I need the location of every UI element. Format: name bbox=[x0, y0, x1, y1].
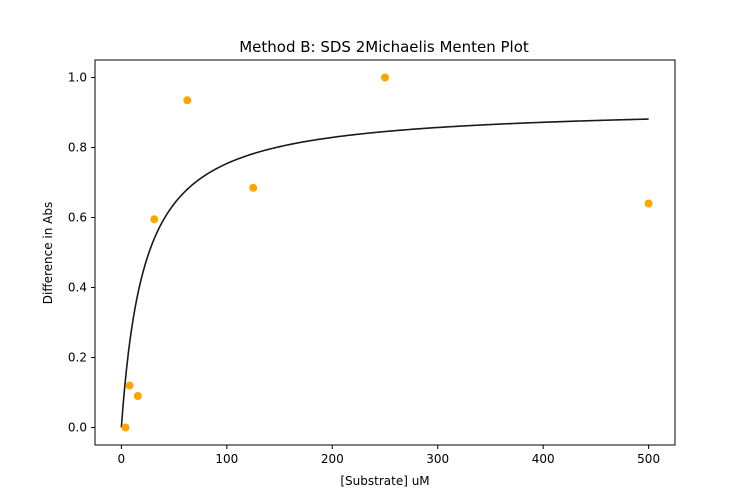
data-point bbox=[150, 215, 159, 224]
fit-curve-layer bbox=[120, 118, 649, 428]
data-points-layer bbox=[121, 73, 653, 432]
data-point bbox=[183, 96, 192, 105]
y-tick-label: 0.0 bbox=[68, 421, 87, 435]
x-tick-label: 300 bbox=[426, 452, 449, 466]
data-point bbox=[133, 392, 142, 400]
michaelis-menten-fit-curve bbox=[120, 118, 649, 428]
y-tick-label: 0.4 bbox=[68, 281, 87, 295]
data-point bbox=[125, 381, 134, 390]
data-point bbox=[381, 73, 389, 82]
x-tick-label: 500 bbox=[637, 452, 660, 466]
x-tick-label: 0 bbox=[118, 452, 126, 466]
chart-title: Method B: SDS 2Michaelis Menten Plot bbox=[239, 38, 529, 56]
data-point bbox=[249, 183, 258, 192]
data-point bbox=[121, 423, 130, 432]
x-axis-ticks: 0 100 200 300 400 500 bbox=[118, 445, 660, 466]
data-point bbox=[644, 199, 653, 208]
x-tick-label: 100 bbox=[215, 452, 238, 466]
plot-area: 0 100 200 300 400 500 0.0 0.2 0.4 0.6 0.8 1.0 bbox=[68, 59, 676, 466]
x-tick-label: 200 bbox=[321, 452, 344, 466]
y-tick-label: 0.6 bbox=[68, 211, 87, 225]
y-axis-ticks: 0.0 0.2 0.4 0.6 0.8 1.0 bbox=[68, 71, 95, 435]
x-tick-label: 400 bbox=[532, 452, 555, 466]
y-axis-label: Difference in Abs bbox=[41, 202, 55, 305]
plot-frame bbox=[94, 59, 676, 446]
x-axis-label: [Substrate] uM bbox=[340, 474, 429, 488]
y-tick-label: 0.2 bbox=[68, 351, 87, 365]
y-tick-label: 0.8 bbox=[68, 141, 87, 155]
y-tick-label: 1.0 bbox=[68, 71, 87, 85]
